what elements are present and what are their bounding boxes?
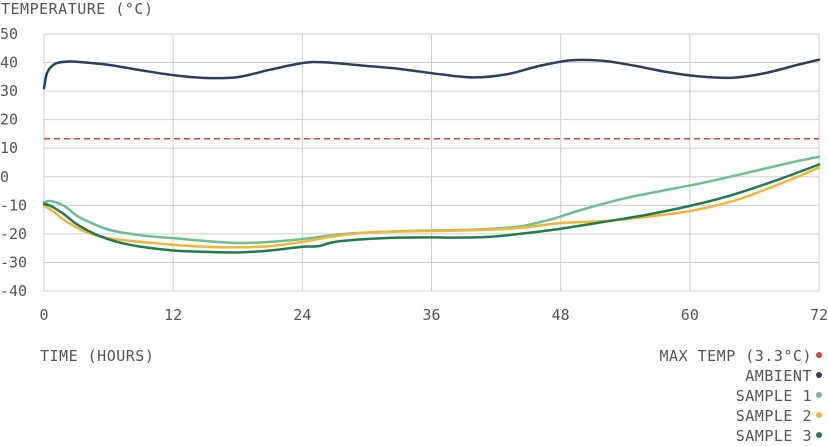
legend-item: SAMPLE 3 xyxy=(660,426,822,446)
legend-dot-icon xyxy=(816,351,822,358)
y-tick-label: 40 xyxy=(0,54,18,72)
legend-label: MAX TEMP (3.3°C) xyxy=(659,347,812,365)
x-tick-label: 60 xyxy=(681,306,699,324)
series-line-sample-1 xyxy=(42,155,821,245)
legend-label: SAMPLE 2 xyxy=(735,407,812,425)
series-line-ambient xyxy=(42,58,821,90)
legend-item: SAMPLE 1 xyxy=(660,386,822,406)
legend-label: SAMPLE 1 xyxy=(735,387,812,405)
legend-dot-icon xyxy=(816,411,822,418)
legend-item: AMBIENT xyxy=(660,366,822,386)
x-tick-label: 12 xyxy=(164,306,182,324)
legend-dot-icon xyxy=(816,431,822,438)
series-lines xyxy=(42,58,821,254)
legend-item: MAX TEMP (3.3°C) xyxy=(659,346,822,366)
y-tick-label: -10 xyxy=(0,196,27,214)
x-tick-label: 36 xyxy=(422,306,440,324)
y-tick-label: 50 xyxy=(0,25,18,43)
legend-label: AMBIENT xyxy=(745,367,812,385)
y-tick-label: 20 xyxy=(0,111,18,129)
x-axis-label: TIME (HOURS) xyxy=(40,347,155,365)
x-tick-label: 0 xyxy=(39,306,48,324)
tick-labels: 50 40 30 20 10 0 -10 -20 -30 -40 0 12 24 36 48 60 72 xyxy=(0,25,828,324)
y-tick-label: -40 xyxy=(0,282,27,300)
legend-dot-icon xyxy=(816,391,822,398)
grid xyxy=(43,33,820,292)
y-axis-label: TEMPERATURE (°C) xyxy=(1,0,154,18)
y-tick-label: 30 xyxy=(0,82,18,100)
x-tick-label: 48 xyxy=(552,306,570,324)
x-tick-label: 24 xyxy=(293,306,311,324)
legend-item: SAMPLE 2 xyxy=(660,406,822,426)
y-tick-label: -30 xyxy=(0,253,27,271)
legend-label: SAMPLE 3 xyxy=(735,427,812,445)
series-line-sample-3 xyxy=(42,163,821,254)
y-tick-label: -20 xyxy=(0,225,27,243)
y-tick-label: 0 xyxy=(0,168,9,186)
legend: MAX TEMP (3.3°C) AMBIENT SAMPLE 1 SAMPLE 2 S… xyxy=(659,346,822,446)
x-tick-label: 72 xyxy=(810,306,828,324)
legend-dot-icon xyxy=(816,371,822,378)
y-tick-label: 10 xyxy=(0,139,18,157)
